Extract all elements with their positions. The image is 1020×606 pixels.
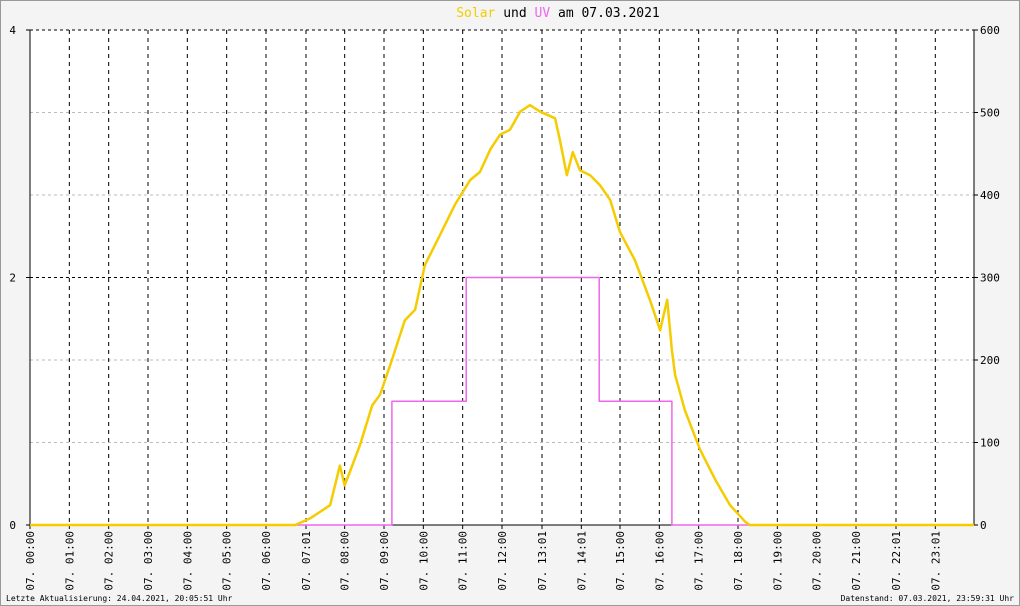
x-tick-label: 07. 01:00 <box>63 531 76 591</box>
x-tick-label: 07. 08:00 <box>339 531 352 591</box>
x-tick-label: 07. 22:01 <box>890 531 903 591</box>
series-line <box>30 276 974 526</box>
x-tick-label: 07. 10:00 <box>417 531 430 591</box>
footer-left: Letzte Aktualisierung: 24.04.2021, 20:05… <box>6 594 233 603</box>
y2-tick-label: 500 <box>980 107 1000 120</box>
x-tick-label: 07. 03:00 <box>142 531 155 591</box>
x-tick-label: 07. 15:00 <box>614 531 627 591</box>
x-tick-label: 07. 12:00 <box>496 531 509 591</box>
y2-tick-label: 0 <box>980 519 987 532</box>
y2-tick-label: 400 <box>980 189 1000 202</box>
x-tick-label: 07. 02:00 <box>103 531 116 591</box>
x-tick-label: 07. 11:00 <box>457 531 470 591</box>
title-solar: Solar <box>456 6 495 21</box>
y-tick-label: 0 <box>9 519 16 532</box>
title-middle: und <box>503 6 526 21</box>
chart-title: Solar und UV am 07.03.2021 <box>456 6 660 21</box>
x-tick-label: 07. 00:00 <box>24 531 37 591</box>
title-uv: UV <box>535 6 551 21</box>
x-tick-label: 07. 18:00 <box>732 531 745 591</box>
x-tick-label: 07. 17:00 <box>693 531 706 591</box>
x-tick-label: 07. 19:00 <box>771 531 784 591</box>
y2-tick-label: 300 <box>980 272 1000 285</box>
y-tick-label: 4 <box>9 24 16 37</box>
y2-tick-label: 200 <box>980 354 1000 367</box>
x-tick-label: 07. 13:01 <box>536 531 549 591</box>
footer-right: Datenstand: 07.03.2021, 23:59:31 Uhr <box>841 594 1015 603</box>
x-tick-label: 07. 23:01 <box>929 531 942 591</box>
x-tick-label: 07. 16:00 <box>653 531 666 591</box>
x-tick-label: 07. 09:00 <box>378 531 391 591</box>
x-tick-label: 07. 21:00 <box>850 531 863 591</box>
y2-tick-label: 100 <box>980 437 1000 450</box>
x-tick-label: 07. 07:01 <box>300 531 313 591</box>
y2-tick-label: 600 <box>980 24 1000 37</box>
x-tick-label: 07. 05:00 <box>221 531 234 591</box>
series-line <box>30 103 974 527</box>
title-end: am 07.03.2021 <box>558 6 660 21</box>
x-tick-label: 07. 20:00 <box>811 531 824 591</box>
x-tick-label: 07. 14:01 <box>575 531 588 591</box>
y-tick-label: 2 <box>9 272 16 285</box>
x-tick-label: 07. 04:00 <box>181 531 194 591</box>
x-tick-label: 07. 06:00 <box>260 531 273 591</box>
